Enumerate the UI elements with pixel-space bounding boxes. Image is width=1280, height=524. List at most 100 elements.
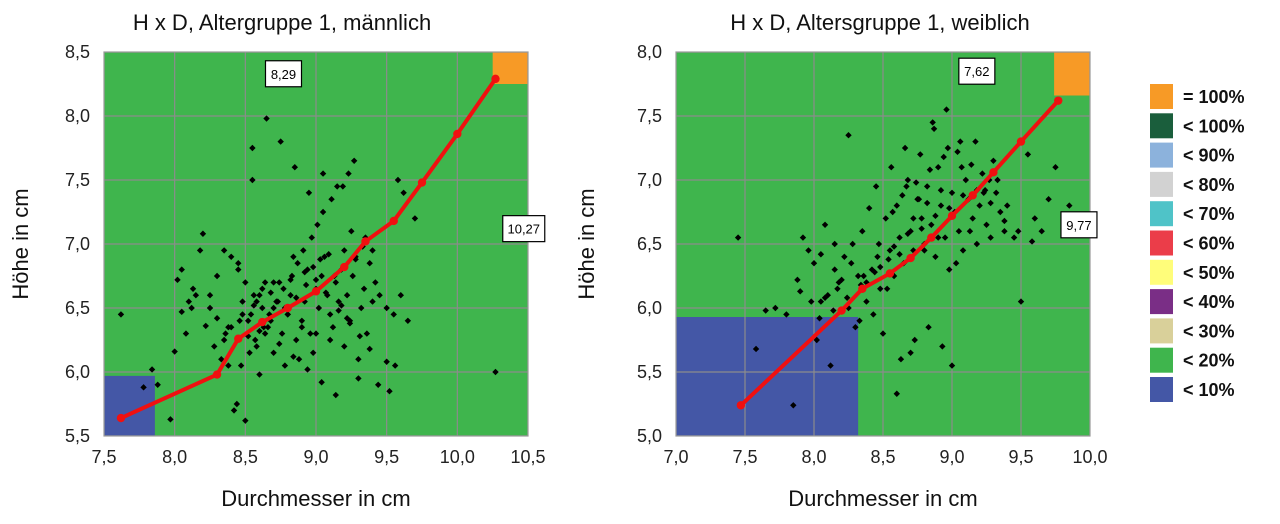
scatter-point (206, 292, 214, 299)
legend-label: < 40% (1183, 292, 1235, 312)
y-tick-label: 8,5 (65, 42, 90, 62)
legend-label: < 80% (1183, 175, 1235, 195)
scatter-point (394, 176, 402, 184)
x-axis-label: Durchmesser in cm (788, 486, 977, 511)
chart-panel-1: 8,29 10,27 7,5 8,0 8,5 9,0 9,5 10,0 10,5 5,5 6,0 6,… (8, 10, 546, 511)
scatter-point (259, 304, 266, 312)
scatter-point (872, 183, 880, 190)
scatter-point (901, 144, 909, 152)
scatter-point (256, 371, 263, 378)
scatter-point (174, 276, 181, 284)
scatter-point (1024, 151, 1032, 158)
scatter-point (926, 166, 934, 173)
scatter-point (987, 199, 994, 207)
scatter-point (383, 358, 390, 365)
y-tick-label: 6,5 (637, 234, 662, 254)
scatter-point (893, 202, 900, 209)
scatter-point (400, 189, 407, 196)
legend-swatch (1150, 289, 1173, 315)
scatter-point (276, 279, 283, 286)
scatter-point (372, 279, 379, 286)
median-point (453, 129, 462, 139)
scatter-point (298, 324, 306, 331)
x-tick-label: 8,0 (162, 447, 187, 467)
scatter-point (345, 170, 352, 177)
scatter-point (877, 285, 884, 292)
scatter-point (188, 304, 195, 312)
scatter-point (856, 317, 863, 324)
scatter-point (849, 240, 856, 248)
scatter-point (326, 311, 334, 318)
scatter-point (319, 208, 327, 216)
scatter-point (937, 202, 945, 209)
legend-swatch (1150, 347, 1173, 373)
x-tick-label: 8,0 (801, 447, 826, 467)
scatter-point (319, 170, 327, 177)
median-point (906, 253, 915, 263)
scatter-point (237, 362, 245, 369)
scatter-point (239, 298, 246, 305)
annotation-label: 9,77 (1066, 218, 1091, 233)
scatter-point (335, 307, 342, 314)
scatter-point (968, 161, 975, 168)
scatter-point (959, 247, 967, 254)
legend-item: < 50% (1150, 259, 1235, 285)
scatter-point (140, 384, 147, 391)
scatter-point (1010, 234, 1018, 241)
x-tick-label: 8,5 (233, 447, 258, 467)
scatter-point (391, 362, 399, 369)
median-point (389, 216, 398, 226)
scatter-point (1001, 217, 1008, 225)
scatter-point (252, 336, 259, 344)
median-point (258, 317, 267, 327)
x-tick-label: 7,0 (663, 447, 688, 467)
scatter-point (969, 215, 976, 222)
scatter-point (288, 272, 296, 280)
scatter-point (824, 292, 831, 299)
scatter-point (305, 189, 313, 196)
scatter-point (290, 253, 297, 260)
scatter-point (885, 256, 892, 263)
scatter-point (213, 272, 221, 280)
scatter-point (859, 228, 866, 235)
scatter-point (250, 292, 258, 299)
scatter-point (928, 221, 935, 228)
scatter-point (879, 330, 887, 337)
median-point (736, 401, 746, 410)
scatter-point (321, 253, 328, 260)
scatter-point (349, 272, 356, 280)
scatter-point (888, 164, 895, 171)
scatter-point (404, 317, 412, 324)
median-point (989, 168, 998, 177)
scatter-point (256, 292, 263, 299)
annotation-label: 8,29 (271, 67, 296, 82)
annotation-box: 8,29 (264, 60, 303, 88)
scatter-point (192, 292, 200, 299)
scatter-point (360, 285, 368, 292)
scatter-point (302, 281, 310, 289)
scatter-point (250, 302, 258, 309)
scatter-point (946, 204, 953, 212)
y-tick-label: 5,0 (637, 426, 662, 446)
legend-item: < 10% (1150, 377, 1235, 402)
scatter-point (293, 336, 300, 344)
legend-swatch (1150, 230, 1173, 256)
scatter-point (228, 253, 235, 260)
scatter-point (244, 332, 252, 340)
y-tick-label: 6,0 (65, 362, 90, 382)
scatter-point (932, 253, 939, 260)
annotation-box: 9,77 (1060, 211, 1098, 239)
legend-swatch (1150, 377, 1173, 402)
scatter-point (298, 317, 306, 324)
scatter-point (966, 228, 974, 235)
scatter-point (363, 330, 371, 337)
legend-label: < 60% (1183, 234, 1235, 254)
scatter-point (492, 368, 499, 376)
scatter-point (852, 324, 859, 331)
scatter-point (235, 266, 242, 273)
legend-label: < 10% (1183, 380, 1235, 400)
scatter-point (284, 311, 291, 318)
scatter-point (332, 279, 339, 286)
scatter-point (752, 345, 760, 353)
scatter-point (973, 240, 981, 248)
